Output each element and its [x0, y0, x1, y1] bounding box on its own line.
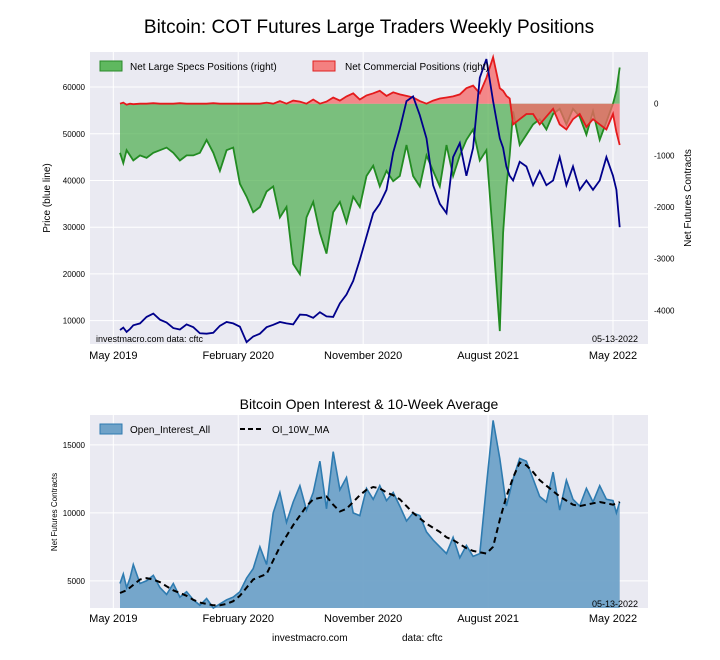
chart1-ytick-left: 40000	[63, 176, 86, 185]
commercial-area	[120, 57, 620, 146]
chart2-ytick: 5000	[67, 577, 85, 586]
chart1-ytick-right: -2000	[654, 203, 675, 212]
chart1-xtick-label: May 2022	[589, 350, 637, 362]
chart2-xtick-label: February 2020	[202, 613, 274, 625]
chart1-ytick-right: -3000	[654, 255, 675, 264]
chart2-right-note: 05-13-2022	[592, 599, 638, 609]
footer-site: investmacro.com	[272, 633, 348, 644]
chart1-series	[119, 53, 621, 344]
chart1-ytick-right: -1000	[654, 151, 675, 160]
footer-data: data: cftc	[402, 633, 443, 644]
chart2-ytick: 10000	[63, 509, 86, 518]
chart1-left-note: investmacro.com data: cftc	[96, 334, 204, 344]
chart1-right-note: 05-13-2022	[592, 334, 638, 344]
chart2-xtick-label: May 2022	[589, 613, 637, 625]
chart1-ytick-left: 50000	[63, 130, 86, 139]
chart2-ytick: 15000	[63, 441, 86, 450]
chart1-ylabel-left: Price (blue line)	[42, 163, 53, 232]
price-line	[119, 58, 621, 344]
legend-label-ma: OI_10W_MA	[272, 425, 330, 436]
legend-label-open-interest: Open_Interest_All	[130, 425, 210, 436]
chart1-ytick-right: 0	[654, 100, 659, 109]
chart2-title: Bitcoin Open Interest & 10-Week Average	[240, 396, 499, 412]
chart1-xtick-label: August 2021	[457, 350, 519, 362]
chart1-xtick-label: February 2020	[202, 350, 274, 362]
open-interest-area	[120, 420, 620, 608]
specs-area	[120, 67, 620, 332]
chart1-ytick-right: -4000	[654, 306, 675, 315]
chart2-series	[119, 420, 621, 610]
chart1-title: Bitcoin: COT Futures Large Traders Weekl…	[144, 17, 594, 38]
chart1-ylabel-right: Net Futures Contracts	[683, 149, 694, 247]
chart1-xtick-label: November 2020	[324, 350, 402, 362]
chart1-ytick-left: 20000	[63, 270, 86, 279]
commercial-line	[119, 53, 621, 146]
chart2-xtick-label: May 2019	[89, 613, 137, 625]
legend-swatch-open-interest	[99, 423, 123, 435]
chart2-xtick-label: November 2020	[324, 613, 402, 625]
chart2-legend: Open_Interest_All OI_10W_MA	[99, 423, 330, 436]
chart1-xtick-label: May 2019	[89, 350, 137, 362]
ma-line	[119, 461, 621, 607]
chart2-axes: May 2019 February 2020 November 2020 August…	[63, 441, 637, 625]
legend-swatch-specs	[99, 60, 123, 72]
legend-label-specs: Net Large Specs Positions (right)	[130, 62, 277, 73]
chart1-legend: Net Large Specs Positions (right) Net Co…	[99, 60, 489, 73]
chart1-ytick-left: 10000	[63, 317, 86, 326]
legend-swatch-commercial	[312, 60, 336, 72]
chart2-xtick-label: August 2021	[457, 613, 519, 625]
chart1-axes: May 2019 February 2020 November 2020 August…	[63, 83, 675, 362]
chart1-ytick-left: 60000	[63, 83, 86, 92]
chart2-ylabel: Net Futures Contracts	[50, 473, 59, 551]
legend-label-commercial: Net Commercial Positions (right)	[345, 62, 489, 73]
chart1-ytick-left: 30000	[63, 223, 86, 232]
